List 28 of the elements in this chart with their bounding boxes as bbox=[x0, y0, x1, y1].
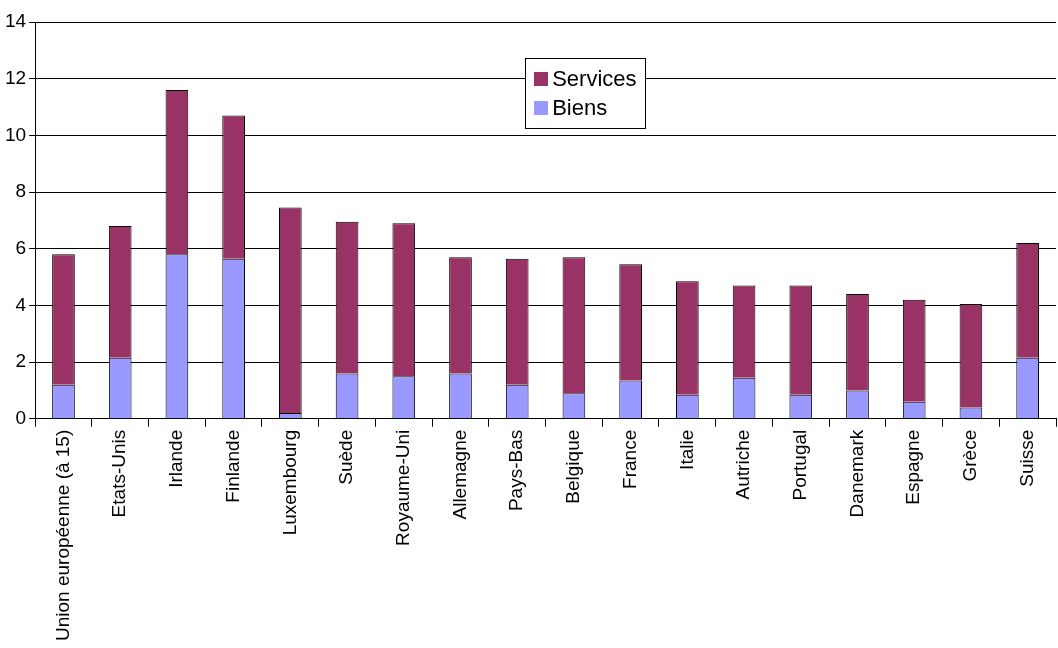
y-tick-label: 12 bbox=[4, 66, 27, 88]
x-tick-label: Royaume-Uni bbox=[392, 429, 414, 546]
x-tick-label: Autriche bbox=[732, 429, 754, 500]
y-tick-label: 2 bbox=[15, 350, 27, 372]
x-tick-label: Danemark bbox=[845, 429, 867, 518]
y-tick-label: 14 bbox=[4, 10, 27, 32]
x-tick-label: Union européenne (à 15) bbox=[51, 429, 73, 641]
x-tick-label: Pays-Bas bbox=[505, 429, 527, 512]
x-tick-label: Italie bbox=[675, 429, 697, 470]
x-tick-label: Belgique bbox=[562, 429, 584, 504]
x-tick-label: Irlande bbox=[165, 429, 187, 488]
y-tick-label: 4 bbox=[15, 293, 27, 315]
x-tick-label: Luxembourg bbox=[278, 429, 300, 536]
x-tick-label: Grèce bbox=[959, 429, 981, 482]
x-tick-label: Finlande bbox=[221, 429, 243, 503]
legend-label: Biens bbox=[552, 95, 608, 121]
y-tick-label: 0 bbox=[15, 406, 27, 428]
y-tick-label: 6 bbox=[15, 236, 27, 258]
y-tick-label: 10 bbox=[4, 123, 27, 145]
x-tick-label: Allemagne bbox=[448, 429, 470, 520]
x-tick-label: Portugal bbox=[789, 429, 811, 501]
y-tick-label: 8 bbox=[15, 180, 27, 202]
x-tick-label: Suisse bbox=[1015, 429, 1037, 487]
x-tick-label: France bbox=[618, 429, 640, 489]
x-tick-label: Espagne bbox=[902, 429, 924, 505]
legend-label: Services bbox=[552, 66, 637, 92]
x-tick-label: Suède bbox=[335, 429, 357, 485]
x-tick-label: Etats-Unis bbox=[108, 429, 130, 518]
